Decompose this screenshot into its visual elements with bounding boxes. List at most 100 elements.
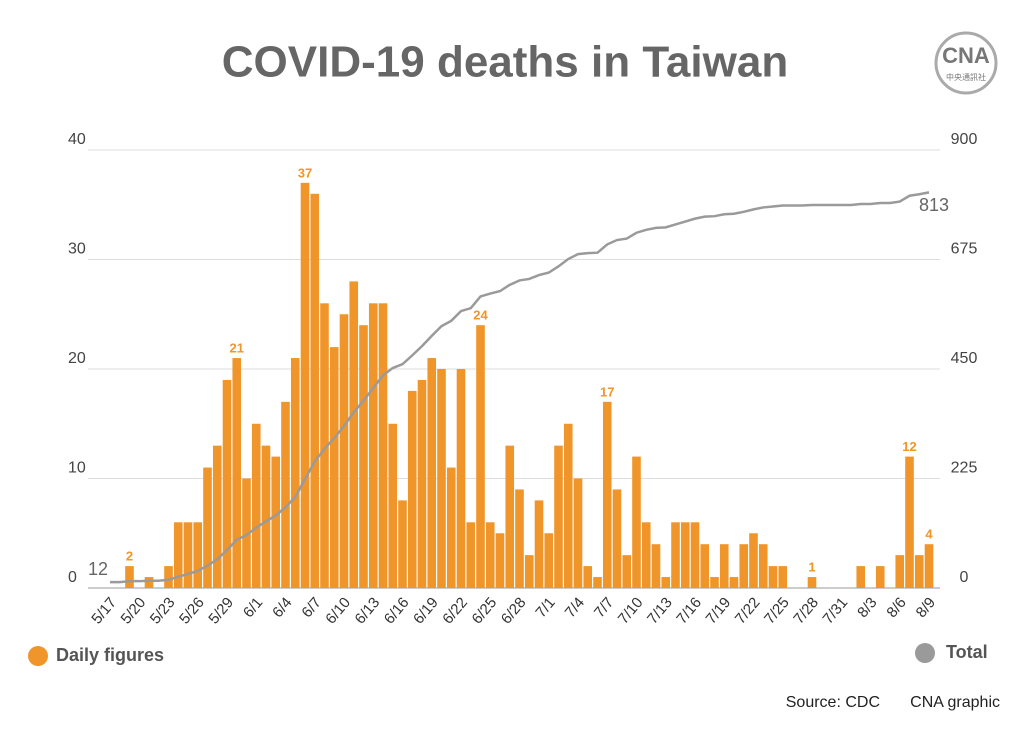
x-tick-label: 7/22 [732, 594, 764, 627]
bar [388, 423, 398, 588]
bar [495, 533, 505, 588]
bar [875, 566, 885, 588]
y-tick-label: 20 [68, 350, 86, 367]
bar [144, 577, 154, 588]
bar [456, 369, 466, 588]
chart-title: COVID-19 deaths in Taiwan [222, 38, 788, 87]
x-tick-label: 6/19 [410, 594, 442, 627]
x-tick-label: 7/1 [532, 594, 558, 621]
x-tick-label: 8/9 [913, 594, 939, 621]
bar [203, 467, 212, 588]
bar [261, 445, 271, 588]
bar [427, 358, 437, 588]
x-tick-label: 5/20 [118, 594, 150, 627]
bar [407, 390, 417, 588]
bar [671, 522, 680, 588]
bar [612, 489, 622, 588]
y-tick-label: 0 [68, 569, 77, 586]
x-tick-label: 5/17 [88, 594, 120, 627]
bar [749, 533, 758, 588]
bar [183, 522, 193, 588]
bar [729, 577, 739, 588]
bar [417, 379, 427, 588]
bar [778, 566, 788, 588]
bar [583, 566, 593, 588]
x-tick-label: 6/28 [498, 594, 530, 627]
total-line [110, 191, 930, 584]
bar [485, 522, 495, 588]
bar [680, 522, 690, 588]
bar [446, 467, 456, 588]
bar [271, 456, 281, 588]
data-label: 37 [298, 165, 312, 180]
bar [476, 325, 485, 588]
x-tick-label: 8/6 [883, 594, 909, 621]
data-label: 12 [88, 559, 108, 579]
bar [554, 445, 563, 588]
y2-tick-label: 0 [960, 569, 969, 586]
y2-tick-label: 900 [951, 131, 978, 148]
y-tick-label: 10 [68, 460, 86, 477]
bar [524, 555, 534, 588]
x-tick-label: 7/16 [673, 594, 705, 627]
bar [651, 544, 661, 588]
x-tick-label: 7/28 [790, 594, 822, 627]
bar [710, 577, 719, 588]
x-tick-label: 7/7 [591, 594, 617, 621]
bar [768, 566, 778, 588]
x-tick-label: 6/16 [381, 594, 413, 627]
x-tick-label: 6/13 [352, 594, 384, 627]
x-tick-label: 6/25 [469, 594, 501, 627]
bar [242, 478, 251, 588]
bar [193, 522, 203, 588]
bar [359, 325, 368, 588]
bar [632, 456, 641, 588]
legend-marker [915, 643, 935, 663]
bar [534, 500, 544, 588]
data-label: 2 [126, 549, 133, 564]
bar [602, 401, 612, 588]
bar [290, 358, 300, 588]
x-tick-label: 7/4 [562, 594, 588, 621]
bar [622, 555, 632, 588]
bar [807, 577, 817, 588]
bar [437, 369, 446, 588]
x-tick-label: 8/3 [854, 594, 880, 621]
x-tick-label: 6/10 [322, 594, 354, 627]
bar [125, 566, 134, 588]
logo-text: CNA [942, 43, 990, 68]
bar [349, 281, 359, 588]
x-tick-label: 7/13 [644, 594, 676, 627]
data-label: 813 [919, 195, 949, 215]
bar [515, 489, 524, 588]
legend-marker [28, 646, 48, 666]
bar [700, 544, 710, 588]
bar [573, 478, 583, 588]
bar [329, 347, 339, 588]
legend-label: Total [946, 642, 988, 662]
y2-tick-label: 675 [951, 241, 978, 258]
bar [914, 555, 924, 588]
bar [300, 182, 310, 588]
bar [310, 193, 320, 589]
logo-subtext: 中央通訊社 [946, 72, 986, 82]
x-tick-label: 6/1 [240, 594, 266, 621]
x-tick-label: 5/26 [176, 594, 208, 627]
y2-tick-label: 450 [951, 350, 978, 367]
bar [339, 314, 349, 588]
y2-tick-label: 225 [951, 460, 978, 477]
data-label: 17 [600, 384, 614, 399]
bar [924, 544, 934, 588]
bar [856, 566, 866, 588]
bar [281, 401, 290, 588]
bar [544, 533, 554, 588]
bar [690, 522, 700, 588]
data-label: 12 [902, 439, 916, 454]
credit: CNA graphic [910, 694, 1000, 711]
bar [222, 379, 232, 588]
data-label: 4 [925, 527, 933, 542]
source: Source: CDC [786, 694, 880, 711]
bar [251, 423, 261, 588]
data-label: 1 [808, 559, 815, 574]
